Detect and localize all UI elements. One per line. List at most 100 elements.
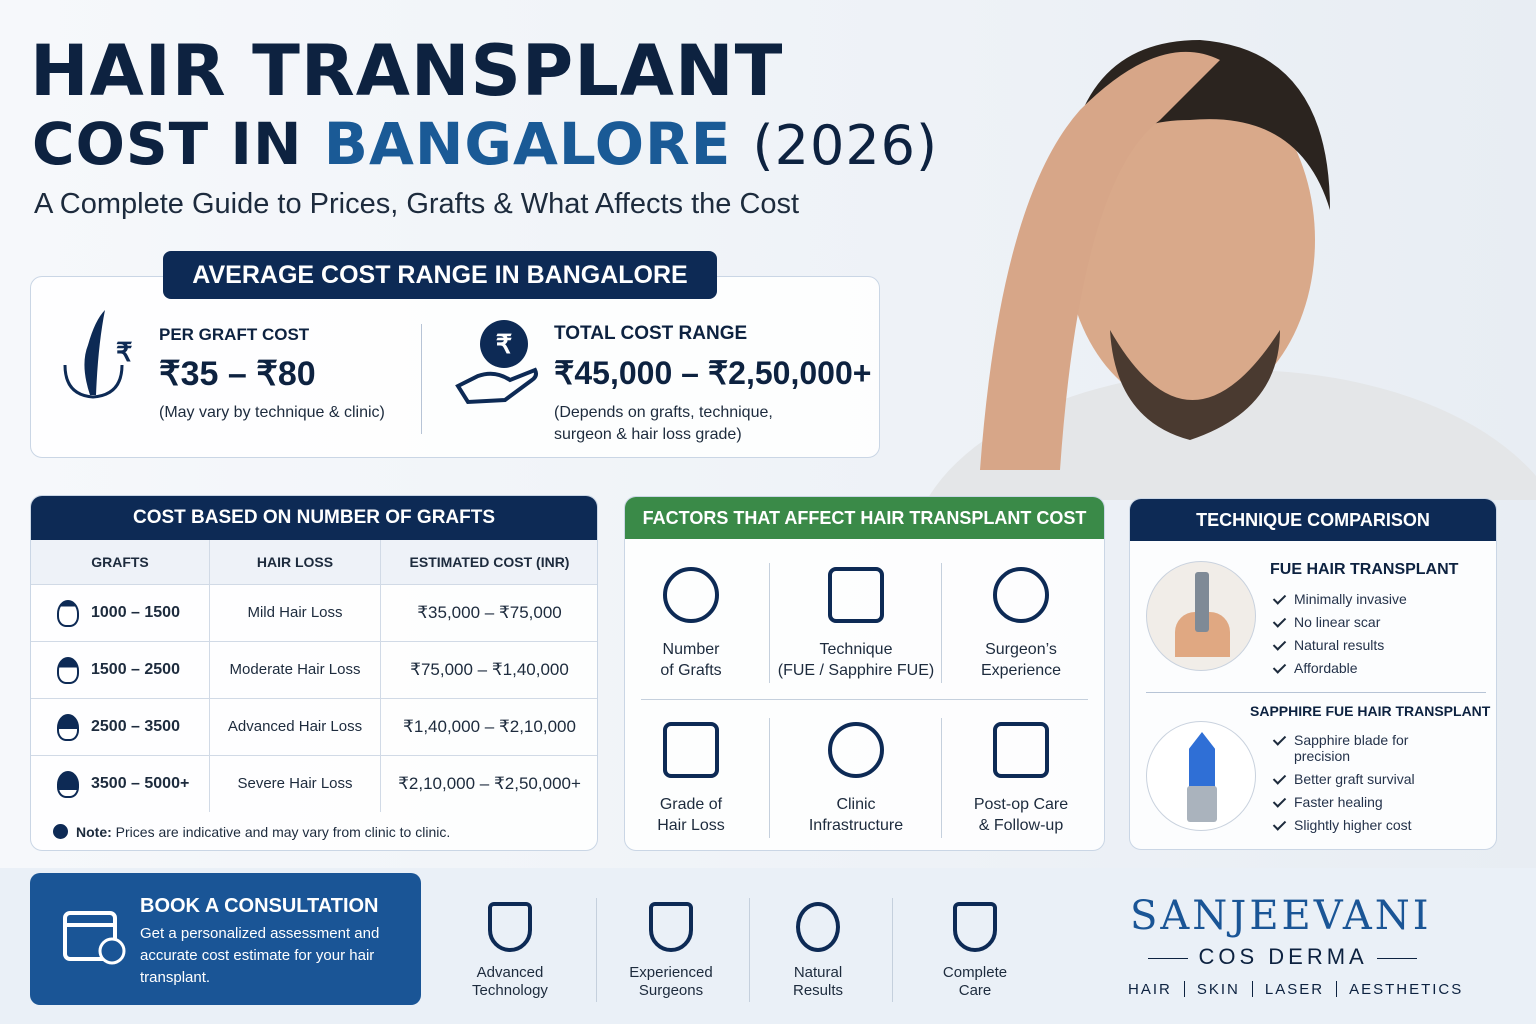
tagline-item: LASER — [1264, 981, 1325, 998]
row-divider — [31, 584, 597, 585]
currency-symbol: ₹ — [496, 329, 513, 359]
table-cell: Advanced Hair Loss — [210, 698, 381, 755]
subtitle: A Complete Guide to Prices, Grafts & Wha… — [34, 188, 800, 220]
feature-icon — [796, 902, 840, 952]
tagline-item: SKIN — [1196, 981, 1240, 998]
divider — [769, 718, 770, 838]
technique-card: TECHNIQUE COMPARISON FUE HAIR TRANSPLANT… — [1129, 498, 1497, 850]
graft-range: 3500 – 5000+ — [31, 755, 210, 812]
total-value: ₹45,000 – ₹2,50,000+ — [554, 355, 872, 391]
total-label: TOTAL COST RANGE — [554, 323, 748, 344]
total-note-line: (Depends on grafts, technique, — [554, 404, 773, 421]
factor-label: Post-op Care & Follow-up — [941, 794, 1101, 836]
column-header: ESTIMATED COST (INR) — [381, 540, 597, 584]
table-cell: ₹75,000 – ₹1,40,000 — [381, 641, 597, 698]
graft-icon: ₹ — [63, 310, 133, 399]
row-divider — [31, 641, 597, 642]
factor-icon — [663, 567, 719, 623]
factor-label: Number of Grafts — [625, 639, 771, 681]
graft-range: 1500 – 2500 — [31, 641, 210, 698]
factor-icon — [993, 722, 1049, 778]
divider — [421, 324, 422, 434]
sapphire-title: SAPPHIRE FUE HAIR TRANSPLANT — [1250, 703, 1491, 719]
factor-line: Hair Loss — [657, 817, 725, 834]
factor-line: & Follow-up — [978, 817, 1064, 834]
head-icon — [57, 657, 79, 684]
feature-icon — [953, 902, 997, 952]
table-cell: ₹1,40,000 – ₹2,10,000 — [381, 698, 597, 755]
title-highlight: BANGALORE — [323, 110, 732, 178]
feature-line: Experienced — [629, 964, 713, 981]
factor-icon — [663, 722, 719, 778]
factor-line: Grade of — [659, 796, 723, 813]
per-graft-note: (May vary by technique & clinic) — [159, 404, 385, 421]
feature-icon — [649, 902, 693, 952]
check-item: Sapphire blade for precision — [1272, 732, 1422, 764]
divider — [749, 898, 750, 1002]
title-year: (2026) — [752, 114, 939, 177]
factor-line: Infrastructure — [808, 817, 904, 834]
brand-name: SANJEEVANI — [1130, 893, 1432, 939]
check-item: Slightly higher cost — [1272, 817, 1422, 833]
feature-line: Advanced — [476, 964, 544, 981]
portrait — [926, 40, 1536, 500]
factor-icon — [993, 567, 1049, 623]
row-divider — [31, 755, 597, 756]
title-line1: HAIR TRANSPLANT — [30, 30, 784, 112]
feature-line: Care — [958, 982, 992, 999]
factor-line: (FUE / Sapphire FUE) — [777, 662, 935, 679]
head-icon — [57, 771, 79, 798]
divider — [769, 563, 770, 683]
divider — [941, 563, 942, 683]
currency-symbol: ₹ — [116, 337, 133, 367]
table-cell: ₹2,10,000 – ₹2,50,000+ — [381, 755, 597, 812]
feature-label: Natural Results — [748, 964, 888, 1000]
divider — [596, 898, 597, 1002]
title-part: COST IN — [32, 110, 303, 178]
separator — [1183, 981, 1185, 997]
factor-line: Technique — [819, 641, 893, 658]
graft-range: 2500 – 3500 — [31, 698, 210, 755]
factor-icon — [828, 722, 884, 778]
separator — [1251, 981, 1253, 997]
grafts-heading: COST BASED ON NUMBER OF GRAFTS — [31, 496, 597, 540]
factor-line: Number — [662, 641, 720, 658]
cta-title: BOOK A CONSULTATION — [140, 895, 379, 917]
tagline-item: HAIR — [1128, 981, 1172, 998]
feature-label: Experienced Surgeons — [601, 964, 741, 1000]
table-cell: Moderate Hair Loss — [210, 641, 381, 698]
factors-card: FACTORS THAT AFFECT HAIR TRANSPLANT COST… — [624, 496, 1105, 851]
feature-line: Natural — [793, 964, 843, 981]
check-item: Minimally invasive — [1272, 591, 1407, 607]
per-graft-value: ₹35 – ₹80 — [159, 355, 316, 393]
table-cell: ₹35,000 – ₹75,000 — [381, 584, 597, 641]
factor-icon — [828, 567, 884, 623]
feature-label: Complete Care — [905, 964, 1045, 1000]
factor-label: Grade of Hair Loss — [625, 794, 771, 836]
tagline-item: AESTHETICS — [1349, 981, 1464, 998]
brand-sub: COS DERMA — [1130, 944, 1435, 970]
brand-sub-text: COS DERMA — [1198, 944, 1367, 969]
graft-range: 1000 – 1500 — [31, 584, 210, 641]
cta-text: Get a personalized assessment and accura… — [140, 925, 380, 986]
head-icon — [57, 714, 79, 741]
divider — [941, 718, 942, 838]
feature-line: Complete — [942, 964, 1008, 981]
total-icon: ₹ — [455, 320, 538, 405]
feature-icon — [488, 902, 532, 952]
factor-label: Technique (FUE / Sapphire FUE) — [776, 639, 936, 681]
factor-label: Surgeon’s Experience — [941, 639, 1101, 681]
feature-label: Advanced Technology — [440, 964, 580, 1000]
cta[interactable]: BOOK A CONSULTATION Get a personalized a… — [30, 873, 421, 1005]
feature-line: Technology — [472, 982, 548, 999]
note-label: Note: — [76, 824, 112, 840]
head-icon — [57, 600, 79, 627]
total-note-line: surgeon & hair loss grade) — [554, 426, 742, 443]
factor-line: Clinic — [836, 796, 876, 813]
total-note: (Depends on grafts, technique, surgeon & … — [554, 402, 773, 446]
factor-line: Post-op Care — [973, 796, 1069, 813]
note-text: Prices are indicative and may vary from … — [115, 824, 451, 840]
check-item: Better graft survival — [1272, 771, 1422, 787]
factor-line: Surgeon’s — [985, 641, 1057, 658]
